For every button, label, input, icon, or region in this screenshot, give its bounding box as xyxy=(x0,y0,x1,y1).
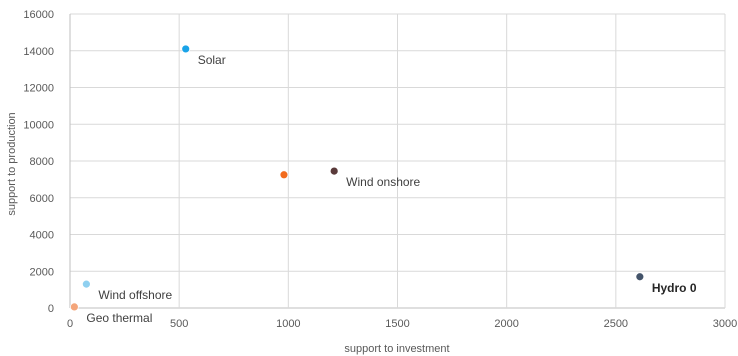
x-tick-label: 3000 xyxy=(713,318,737,330)
data-point xyxy=(81,279,91,289)
data-label: Solar xyxy=(198,53,226,67)
data-point xyxy=(181,44,191,54)
y-tick-label: 6000 xyxy=(30,193,54,205)
data-point xyxy=(635,272,645,282)
y-tick-label: 10000 xyxy=(23,119,54,131)
data-point xyxy=(279,170,289,180)
x-tick-label: 1500 xyxy=(385,318,409,330)
x-tick-label: 500 xyxy=(170,318,188,330)
tick-labels: 0 2000 4000 6000 8000 10000 12000 14000 16000 0 50… xyxy=(23,9,737,330)
x-tick-label: 0 xyxy=(67,318,73,330)
data-point xyxy=(69,302,79,312)
data-labels: Solar Wind onshore Wind offshore Geo therma… xyxy=(86,53,696,325)
y-tick-label: 14000 xyxy=(23,46,54,58)
y-tick-label: 12000 xyxy=(23,83,54,95)
x-tick-label: 2000 xyxy=(494,318,518,330)
data-point xyxy=(329,166,339,176)
y-tick-label: 16000 xyxy=(23,9,54,21)
y-tick-label: 2000 xyxy=(30,266,54,278)
data-label: Wind offshore xyxy=(98,288,172,302)
x-tick-label: 2500 xyxy=(604,318,628,330)
y-tick-label: 4000 xyxy=(30,230,54,242)
x-axis-title: support to investment xyxy=(344,343,449,355)
grid-lines xyxy=(69,13,726,309)
y-tick-label: 0 xyxy=(48,303,54,315)
data-label: Hydro 0 xyxy=(652,281,697,295)
data-label: Geo thermal xyxy=(86,311,152,325)
data-label: Wind onshore xyxy=(346,175,420,189)
data-points xyxy=(69,44,645,312)
x-tick-label: 1000 xyxy=(276,318,300,330)
y-axis-title: support to production xyxy=(6,112,18,215)
y-tick-label: 8000 xyxy=(30,156,54,168)
